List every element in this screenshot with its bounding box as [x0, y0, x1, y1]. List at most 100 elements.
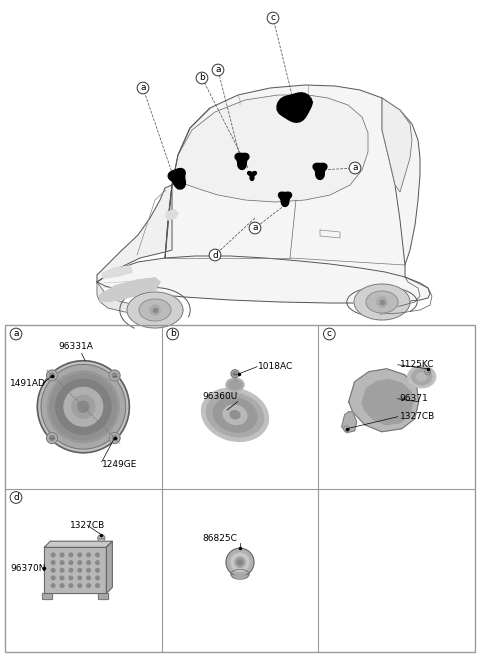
Circle shape — [60, 576, 64, 579]
Text: 96331A: 96331A — [58, 342, 93, 351]
Circle shape — [60, 584, 64, 587]
Ellipse shape — [202, 388, 268, 442]
Circle shape — [60, 553, 64, 556]
Circle shape — [87, 553, 90, 556]
Text: a: a — [140, 83, 146, 93]
Circle shape — [87, 561, 90, 564]
Polygon shape — [127, 292, 183, 328]
Text: c: c — [271, 14, 276, 22]
Ellipse shape — [230, 411, 240, 419]
Polygon shape — [172, 95, 368, 202]
Text: 1018AC: 1018AC — [258, 362, 293, 371]
Bar — [42, 593, 52, 599]
Circle shape — [87, 568, 90, 572]
Circle shape — [51, 553, 55, 556]
Circle shape — [41, 365, 126, 449]
Circle shape — [69, 584, 72, 587]
Circle shape — [60, 561, 64, 564]
Circle shape — [96, 553, 99, 556]
Polygon shape — [354, 284, 410, 320]
Bar — [44, 547, 107, 593]
Polygon shape — [313, 164, 327, 179]
Bar — [98, 593, 108, 599]
Circle shape — [48, 371, 119, 443]
Polygon shape — [277, 93, 312, 122]
Text: 1327CB: 1327CB — [400, 412, 435, 421]
Circle shape — [64, 388, 103, 426]
Text: a: a — [13, 330, 19, 338]
Text: 86825C: 86825C — [203, 533, 238, 543]
Text: a: a — [215, 66, 221, 74]
Circle shape — [51, 584, 55, 587]
Circle shape — [47, 370, 58, 381]
Circle shape — [78, 576, 82, 579]
Text: b: b — [170, 330, 176, 338]
Circle shape — [231, 553, 249, 571]
Circle shape — [226, 548, 254, 576]
Polygon shape — [97, 185, 172, 282]
Circle shape — [49, 373, 55, 378]
Circle shape — [69, 561, 72, 564]
Circle shape — [37, 361, 129, 453]
Circle shape — [150, 305, 160, 315]
Bar — [98, 593, 108, 599]
Circle shape — [109, 370, 120, 381]
Circle shape — [96, 561, 99, 564]
Circle shape — [98, 535, 105, 542]
Text: 1491AD: 1491AD — [10, 379, 46, 388]
Circle shape — [51, 568, 55, 572]
Circle shape — [78, 568, 82, 572]
Polygon shape — [44, 541, 112, 547]
Polygon shape — [278, 192, 292, 206]
Circle shape — [72, 396, 95, 419]
Text: d: d — [13, 493, 19, 502]
Ellipse shape — [231, 569, 249, 579]
Circle shape — [78, 561, 82, 564]
Ellipse shape — [223, 405, 247, 424]
Circle shape — [78, 584, 82, 587]
Polygon shape — [235, 153, 249, 170]
Circle shape — [96, 576, 99, 579]
Circle shape — [69, 576, 72, 579]
Polygon shape — [103, 266, 132, 278]
Circle shape — [377, 297, 387, 307]
Circle shape — [50, 374, 117, 440]
Bar — [5, 325, 475, 652]
Polygon shape — [165, 85, 420, 277]
Text: 1125KC: 1125KC — [400, 360, 434, 369]
Text: a: a — [252, 223, 258, 233]
Circle shape — [233, 372, 237, 376]
Circle shape — [51, 576, 55, 579]
Circle shape — [51, 561, 55, 564]
Ellipse shape — [412, 369, 432, 385]
Circle shape — [235, 557, 245, 567]
Polygon shape — [97, 256, 430, 303]
Circle shape — [78, 553, 82, 556]
Circle shape — [238, 560, 242, 565]
Polygon shape — [168, 169, 185, 189]
Text: 1327CB: 1327CB — [71, 521, 106, 530]
Circle shape — [112, 436, 117, 440]
Ellipse shape — [417, 373, 427, 381]
Circle shape — [69, 553, 72, 556]
Text: 1249GE: 1249GE — [102, 461, 137, 469]
Polygon shape — [97, 282, 170, 316]
Ellipse shape — [226, 378, 244, 392]
Circle shape — [47, 432, 58, 443]
Circle shape — [87, 584, 90, 587]
Bar — [42, 593, 52, 599]
Circle shape — [109, 432, 120, 443]
Ellipse shape — [228, 380, 241, 389]
Polygon shape — [366, 291, 398, 313]
Circle shape — [56, 379, 111, 434]
Circle shape — [96, 584, 99, 587]
Ellipse shape — [213, 397, 257, 432]
Ellipse shape — [206, 393, 264, 437]
Circle shape — [69, 568, 72, 572]
Polygon shape — [248, 171, 256, 181]
Circle shape — [60, 568, 64, 572]
Circle shape — [344, 426, 349, 432]
Polygon shape — [107, 541, 112, 593]
Circle shape — [231, 370, 239, 378]
Text: 96360U: 96360U — [202, 392, 237, 401]
